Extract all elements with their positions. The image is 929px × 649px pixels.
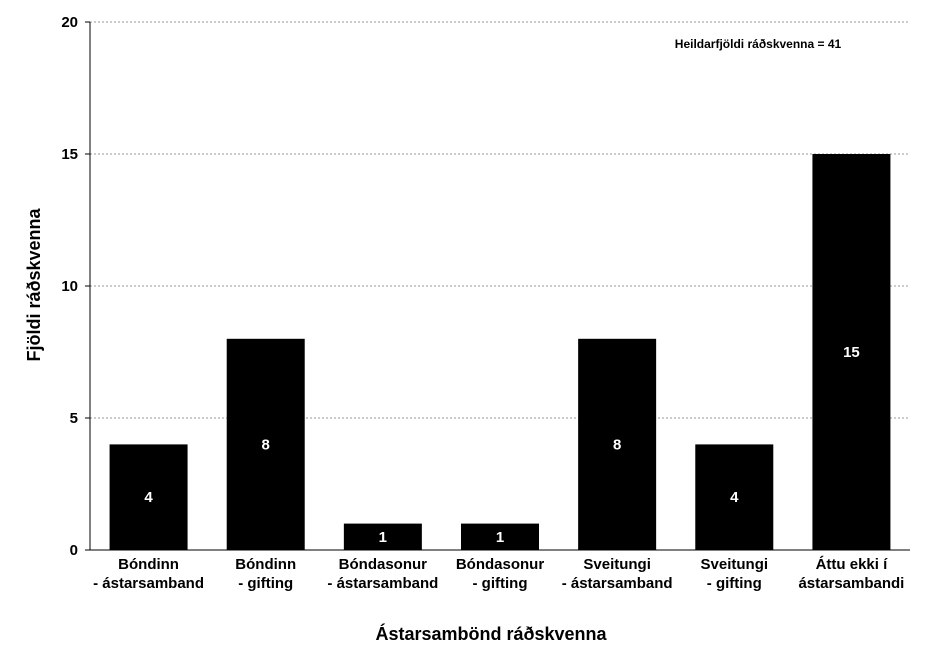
bar-data-label: 15	[843, 344, 860, 361]
bar-data-label: 1	[496, 529, 504, 546]
gridlines	[90, 21, 910, 419]
bar-data-label: 1	[379, 529, 387, 546]
bar	[343, 523, 422, 550]
bars: 4 8 1 1 8 4 15	[109, 154, 891, 550]
y-tick-label: 20	[61, 14, 78, 31]
total-annotation: Heildarfjöldi ráðskvenna = 41	[675, 37, 842, 51]
x-tick-label-line: Bóndasonur	[339, 556, 427, 573]
bar-data-label: 4	[730, 489, 739, 506]
x-tick-label-line: Bóndasonur	[456, 556, 544, 573]
x-tick-label-line: - gifting	[473, 575, 528, 592]
x-tick-label-line: Sveitungi	[701, 556, 769, 573]
x-tick-label-line: Sveitungi	[583, 556, 651, 573]
x-tick-label-line: - ástarsamband	[93, 575, 204, 592]
bar-data-label: 8	[262, 436, 270, 453]
bar-data-label: 8	[613, 436, 621, 453]
x-tick-label: Bóndinn - ástarsamband	[93, 556, 204, 592]
y-tick-label: 10	[61, 278, 78, 295]
bar	[226, 338, 305, 550]
x-tick-label-line: - ástarsamband	[562, 575, 673, 592]
bar	[578, 338, 657, 550]
y-axis-title: Fjöldi ráðskvenna	[24, 207, 44, 361]
bar	[812, 154, 891, 550]
x-tick-label: Áttu ekki í ástarsambandi	[798, 556, 904, 592]
y-tick-label: 5	[70, 410, 78, 427]
x-tick-label: Sveitungi - ástarsamband	[562, 556, 673, 592]
x-tick-label: Bóndasonur - gifting	[456, 556, 544, 592]
bar	[461, 523, 539, 550]
x-tick-label: Bóndasonur - ástarsamband	[327, 556, 438, 592]
x-tick-label-line: Bóndinn	[118, 556, 179, 573]
x-tick-label: Sveitungi - gifting	[701, 556, 769, 592]
x-axis-title: Ástarsambönd ráðskvenna	[375, 623, 607, 644]
x-tick-label-line: Bóndinn	[235, 556, 296, 573]
bar	[109, 444, 188, 550]
x-tick-label-line: - gifting	[707, 575, 762, 592]
x-tick-label-line: - gifting	[238, 575, 293, 592]
y-tick-label: 15	[61, 146, 78, 163]
x-tick-label: Bóndinn - gifting	[235, 556, 296, 592]
y-tick-labels: 0 5 10 15 20	[61, 14, 90, 559]
y-tick-label: 0	[70, 542, 78, 559]
bar	[695, 444, 774, 550]
x-tick-label-line: - ástarsamband	[327, 575, 438, 592]
bar-data-label: 4	[144, 489, 153, 506]
x-tick-label-line: Áttu ekki í	[816, 556, 889, 573]
x-tick-label-line: ástarsambandi	[798, 575, 904, 592]
